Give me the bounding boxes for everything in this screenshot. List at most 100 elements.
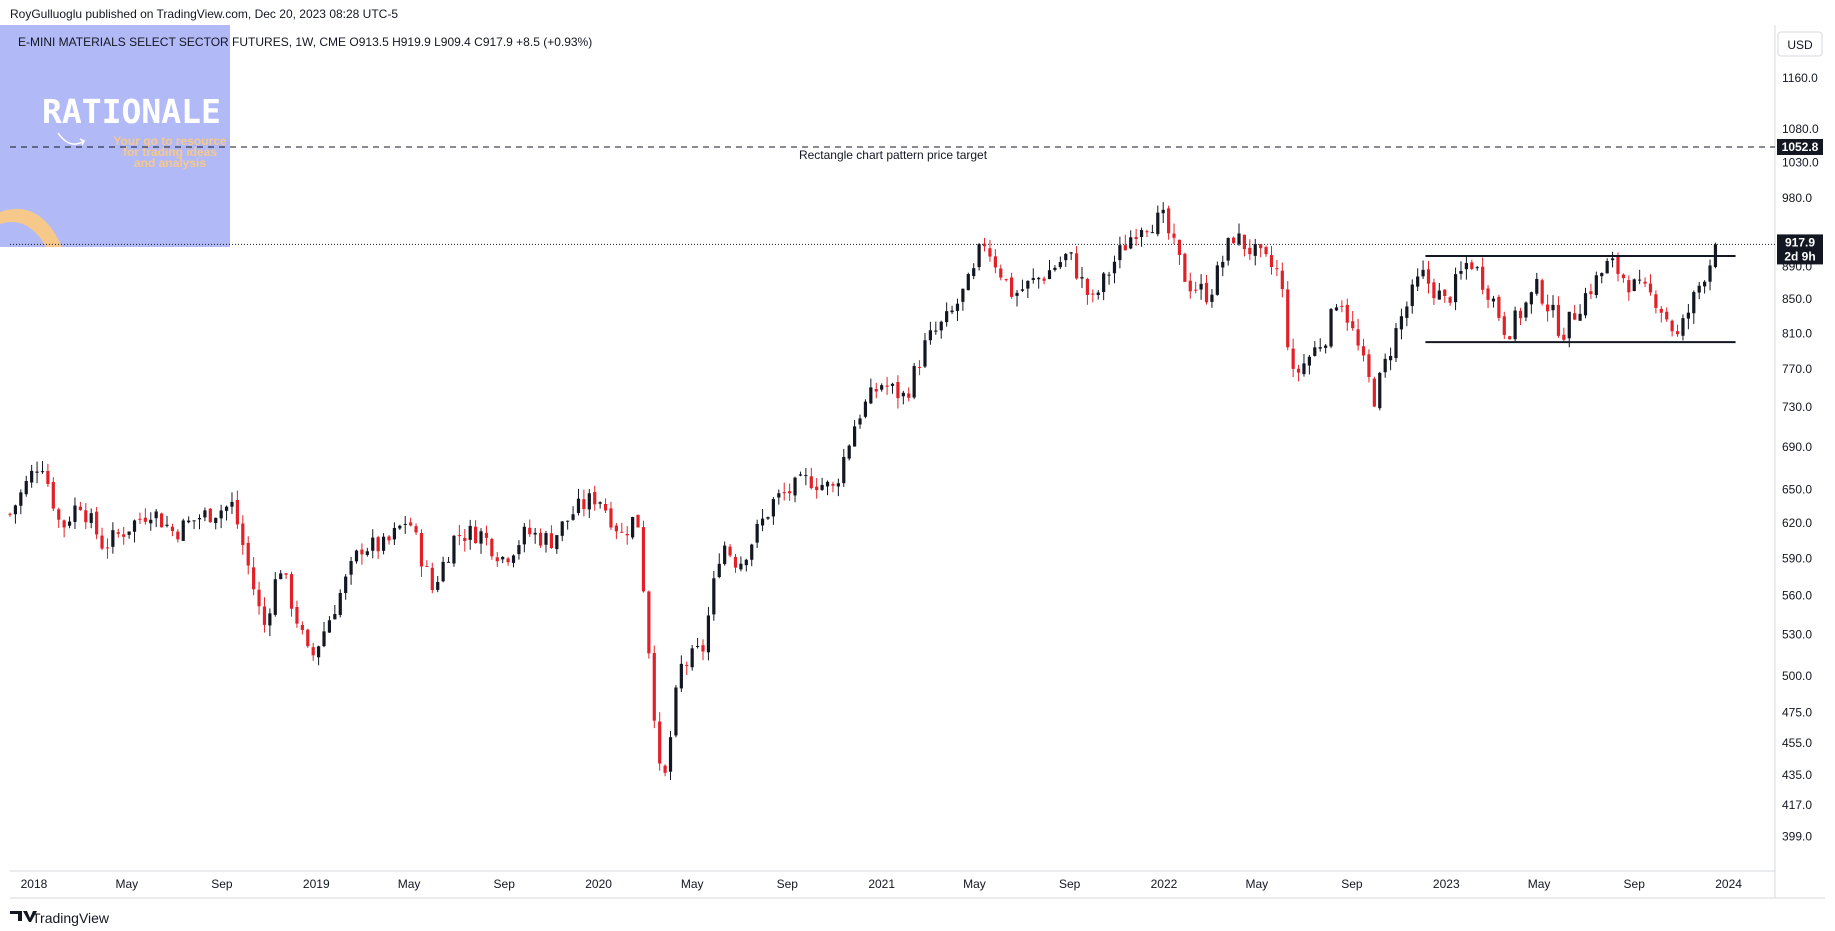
candle[interactable] [793,476,797,503]
candle[interactable] [257,581,261,615]
candle[interactable] [371,529,375,559]
tradingview-brand[interactable]: TradingView [32,910,110,926]
candle[interactable] [593,485,597,511]
candle[interactable] [874,382,878,399]
tradingview-logo[interactable]: TradingView [10,910,110,926]
candle[interactable] [1307,354,1311,375]
candle[interactable] [409,517,413,527]
candle[interactable] [13,504,18,524]
candle[interactable] [1681,314,1685,341]
candle[interactable] [279,570,283,580]
candle[interactable] [419,529,424,577]
candle[interactable] [1638,269,1642,285]
candle[interactable] [961,288,965,311]
candle[interactable] [631,516,635,540]
candle[interactable] [1437,282,1441,300]
candle[interactable] [685,661,689,675]
candle[interactable] [1573,304,1577,321]
candle[interactable] [739,556,743,572]
candle[interactable] [1578,304,1582,321]
candle[interactable] [988,240,992,262]
candle[interactable] [1394,322,1398,363]
candle[interactable] [1421,260,1425,279]
candle[interactable] [1280,262,1284,298]
candle[interactable] [1340,300,1344,313]
candle[interactable] [40,461,45,474]
candle[interactable] [1432,278,1436,305]
candle[interactable] [847,444,851,461]
candle[interactable] [1112,255,1117,284]
candle[interactable] [89,508,93,529]
candle[interactable] [815,478,819,499]
candle[interactable] [57,507,61,528]
candle[interactable] [706,606,711,661]
candle[interactable] [1129,230,1133,250]
candle[interactable] [284,572,288,579]
candle[interactable] [1535,272,1539,296]
candle[interactable] [842,448,846,487]
candle[interactable] [501,556,505,564]
candle[interactable] [1004,278,1008,282]
candle[interactable] [67,516,72,529]
candle[interactable] [869,378,873,405]
candle[interactable] [1291,338,1295,378]
candle[interactable] [1269,245,1274,275]
candle[interactable] [1659,306,1663,323]
candle[interactable] [154,509,158,528]
candle[interactable] [853,420,857,447]
candle[interactable] [457,524,461,546]
candle[interactable] [641,520,646,593]
candle[interactable] [1069,252,1073,261]
candle[interactable] [1378,371,1382,411]
candle[interactable] [1383,353,1387,378]
candle[interactable] [208,507,212,523]
candle[interactable] [446,556,451,563]
candle[interactable] [398,524,402,530]
candle[interactable] [1562,327,1566,341]
candle[interactable] [1145,229,1149,238]
candle[interactable] [295,600,299,628]
candle[interactable] [804,468,808,486]
candle[interactable] [122,526,126,545]
candle[interactable] [771,497,775,525]
candle[interactable] [603,498,608,513]
candle[interactable] [143,508,147,525]
candle[interactable] [1118,236,1122,269]
candle[interactable] [1091,289,1095,303]
candle[interactable] [1253,238,1257,266]
candle[interactable] [289,571,294,617]
candle[interactable] [105,538,110,559]
candle[interactable] [928,321,932,345]
candle[interactable] [825,480,830,496]
candle[interactable] [149,512,153,531]
chart-pane[interactable] [10,25,1775,871]
candle[interactable] [809,467,813,490]
candle[interactable] [1627,275,1631,301]
candle[interactable] [495,552,499,567]
candle[interactable] [950,305,954,315]
candle[interactable] [197,514,202,530]
candle[interactable] [923,332,927,369]
candle[interactable] [1481,257,1485,295]
candle[interactable] [679,655,683,693]
candle[interactable] [181,518,185,541]
candle[interactable] [1183,252,1187,283]
candle[interactable] [1123,234,1127,251]
candle[interactable] [1426,261,1431,294]
candle[interactable] [1708,259,1712,291]
candle[interactable] [100,527,104,550]
candle[interactable] [760,508,765,532]
candle[interactable] [1470,259,1474,271]
candle[interactable] [1194,281,1198,294]
candle[interactable] [1632,278,1636,292]
candle[interactable] [95,506,99,540]
candle[interactable] [798,471,803,477]
candle[interactable] [1210,289,1214,308]
candle[interactable] [1188,272,1192,299]
candle[interactable] [674,685,678,738]
candle[interactable] [1529,291,1533,314]
candle[interactable] [1264,245,1268,257]
candle[interactable] [1064,253,1068,267]
candle[interactable] [1464,255,1468,280]
candle[interactable] [1513,306,1517,342]
